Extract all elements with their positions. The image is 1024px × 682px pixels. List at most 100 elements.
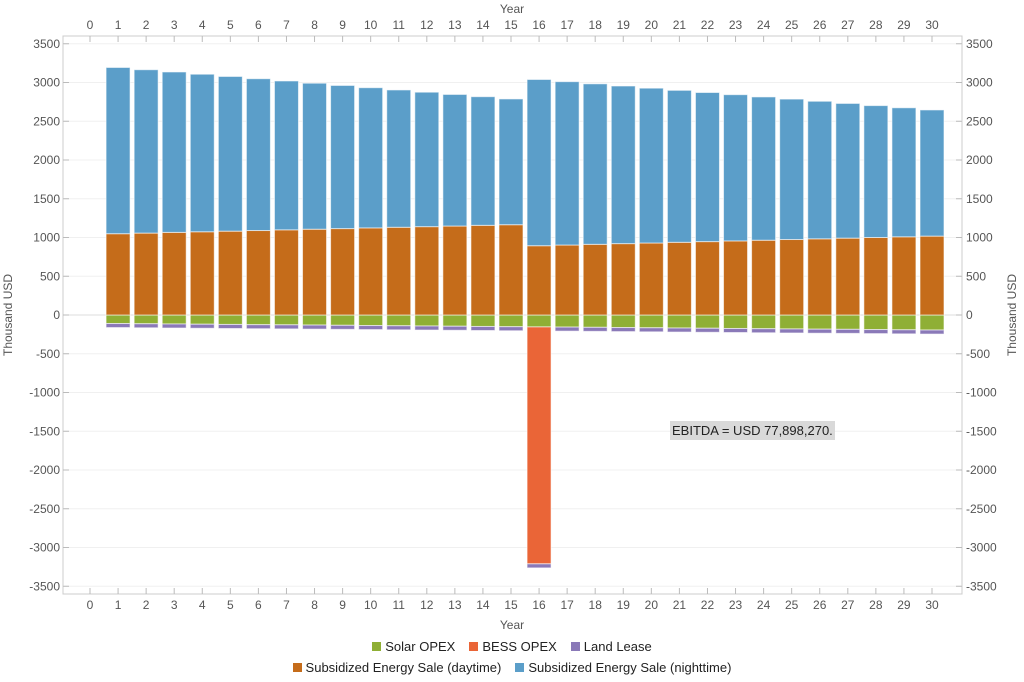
y-tick-label-right: -2500: [966, 502, 997, 516]
y-tick-label-left: 1500: [33, 192, 60, 206]
legend-item-solar-opex[interactable]: Solar OPEX: [372, 639, 455, 654]
x-tick-label-top: 12: [420, 18, 434, 32]
x-tick-label-bottom: 30: [925, 598, 939, 612]
bar-segment-subsidized-energy-sale-nighttime-: [105, 66, 131, 235]
bar-segment-subsidized-energy-sale-daytime-: [330, 228, 356, 316]
bar-segment-land-lease: [414, 325, 440, 331]
bar-segment-solar-opex: [694, 314, 720, 329]
x-tick-label-top: 16: [532, 18, 546, 32]
bar-segment-land-lease: [161, 323, 187, 329]
x-tick-label-bottom: 2: [143, 598, 150, 612]
bar-segment-subsidized-energy-sale-nighttime-: [189, 73, 215, 233]
bar-segment-subsidized-energy-sale-nighttime-: [161, 71, 187, 233]
y-axis-title-right: Thousand USD: [1005, 274, 1019, 356]
bar-segment-land-lease: [189, 323, 215, 329]
bar-segment-subsidized-energy-sale-nighttime-: [217, 75, 243, 232]
x-tick-label-top: 2: [143, 18, 150, 32]
x-tick-label-bottom: 25: [785, 598, 799, 612]
bar-segment-solar-opex: [414, 314, 440, 327]
bar-segment-land-lease: [330, 324, 356, 330]
bar-segment-solar-opex: [863, 314, 889, 331]
bar-segment-subsidized-energy-sale-nighttime-: [638, 87, 664, 244]
ebitda-annotation: EBITDA = USD 77,898,270.: [670, 421, 835, 440]
bar-segment-solar-opex: [891, 314, 917, 331]
x-tick-label-bottom: 27: [841, 598, 855, 612]
bar-segment-subsidized-energy-sale-nighttime-: [807, 100, 833, 240]
bar-segment-land-lease: [610, 327, 636, 333]
y-tick-label-right: 3000: [966, 76, 993, 90]
bar-segment-subsidized-energy-sale-daytime-: [358, 227, 384, 316]
y-tick-label-right: -1000: [966, 386, 997, 400]
bar-segment-solar-opex: [526, 314, 552, 328]
x-tick-label-top: 14: [476, 18, 490, 32]
x-tick-label-top: 0: [87, 18, 94, 32]
bar-segment-subsidized-energy-sale-nighttime-: [498, 98, 524, 226]
legend-item-land-lease[interactable]: Land Lease: [570, 639, 652, 654]
bar-segment-subsidized-energy-sale-nighttime-: [442, 93, 468, 227]
bar-segment-subsidized-energy-sale-nighttime-: [779, 98, 805, 241]
bar-segment-land-lease: [470, 325, 496, 332]
x-tick-label-bottom: 17: [560, 598, 574, 612]
bar-segment-subsidized-energy-sale-daytime-: [498, 224, 524, 316]
bar-segment-solar-opex: [133, 314, 159, 325]
bar-segment-solar-opex: [723, 314, 749, 329]
bar-segment-solar-opex: [779, 314, 805, 330]
x-tick-label-bottom: 24: [757, 598, 771, 612]
x-axis-title-top: Year: [500, 2, 524, 16]
legend-swatch: [469, 642, 479, 651]
bar-segment-land-lease: [217, 323, 243, 329]
x-tick-label-bottom: 14: [476, 598, 490, 612]
x-tick-label-bottom: 28: [869, 598, 883, 612]
x-tick-label-top: 20: [645, 18, 659, 32]
bar-segment-subsidized-energy-sale-daytime-: [638, 242, 664, 316]
y-tick-label-right: 2000: [966, 153, 993, 167]
bar-segment-subsidized-energy-sale-nighttime-: [386, 89, 412, 228]
x-tick-label-bottom: 13: [448, 598, 462, 612]
x-tick-label-top: 23: [729, 18, 743, 32]
x-tick-label-bottom: 16: [532, 598, 546, 612]
bar-segment-subsidized-energy-sale-nighttime-: [666, 89, 692, 243]
bar-segment-solar-opex: [751, 314, 777, 330]
bar-segment-subsidized-energy-sale-nighttime-: [273, 80, 299, 231]
x-tick-label-top: 1: [115, 18, 122, 32]
x-tick-label-top: 25: [785, 18, 799, 32]
bar-segment-subsidized-energy-sale-daytime-: [414, 226, 440, 316]
bar-segment-solar-opex: [386, 314, 412, 327]
legend-item-nighttime-sale[interactable]: Subsidized Energy Sale (nighttime): [515, 660, 731, 675]
x-tick-label-top: 29: [897, 18, 911, 32]
y-tick-label-left: -1000: [29, 386, 60, 400]
bar-segment-subsidized-energy-sale-nighttime-: [582, 83, 608, 245]
bar-segment-land-lease: [133, 323, 159, 329]
bar-segment-subsidized-energy-sale-daytime-: [442, 225, 468, 316]
bar-segment-subsidized-energy-sale-daytime-: [807, 238, 833, 316]
bar-segment-land-lease: [273, 324, 299, 330]
bar-segment-land-lease: [526, 563, 552, 569]
bar-segment-subsidized-energy-sale-daytime-: [919, 235, 945, 316]
x-tick-label-top: 13: [448, 18, 462, 32]
bar-segment-land-lease: [386, 325, 412, 331]
bar-segment-solar-opex: [638, 314, 664, 329]
bar-segment-subsidized-energy-sale-nighttime-: [526, 78, 552, 247]
bar-segment-subsidized-energy-sale-nighttime-: [414, 91, 440, 228]
bar-segment-subsidized-energy-sale-daytime-: [526, 245, 552, 316]
bar-segment-land-lease: [302, 324, 328, 330]
bar-segment-solar-opex: [442, 314, 468, 327]
bar-segment-solar-opex: [610, 314, 636, 329]
bar-segment-solar-opex: [582, 314, 608, 328]
x-tick-label-top: 21: [673, 18, 687, 32]
bar-segment-subsidized-energy-sale-daytime-: [133, 232, 159, 316]
bar-segment-subsidized-energy-sale-daytime-: [217, 230, 243, 316]
stacked-bar-chart: -3500 -3500 -3000 -3000 -2500 -2500 -2000 -2000…: [1, 2, 1019, 632]
bar-segment-land-lease: [751, 328, 777, 334]
x-tick-label-bottom: 4: [199, 598, 206, 612]
bar-segment-subsidized-energy-sale-nighttime-: [245, 78, 271, 232]
bar-segment-land-lease: [835, 328, 861, 334]
bar-segment-subsidized-energy-sale-nighttime-: [554, 81, 580, 246]
legend-item-bess-opex[interactable]: BESS OPEX: [469, 639, 557, 654]
y-tick-label-left: 0: [53, 308, 60, 322]
y-tick-label-left: -2500: [29, 502, 60, 516]
bar-segment-solar-opex: [245, 314, 271, 326]
bar-segment-solar-opex: [498, 314, 524, 328]
bar-segment-solar-opex: [217, 314, 243, 325]
legend-item-daytime-sale[interactable]: Subsidized Energy Sale (daytime): [292, 660, 501, 675]
